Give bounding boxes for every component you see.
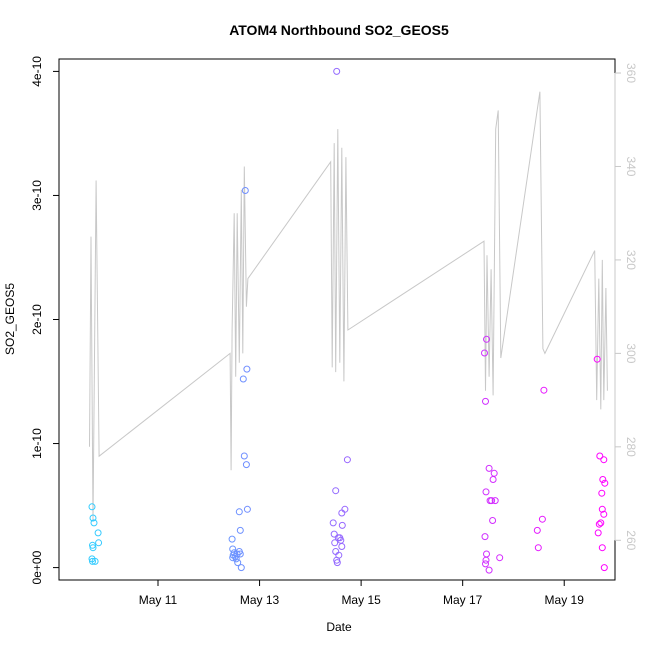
- y2-tick-label: 260: [624, 530, 638, 550]
- secondary-trace: [89, 91, 608, 522]
- x-tick-label: May 13: [240, 593, 280, 607]
- x-tick-label: May 19: [545, 593, 585, 607]
- data-point: [89, 544, 97, 552]
- data-point: [490, 469, 498, 477]
- data-point: [88, 503, 96, 511]
- data-point: [491, 497, 499, 505]
- data-point: [482, 488, 490, 496]
- data-point: [332, 487, 340, 495]
- data-point: [600, 510, 608, 518]
- data-point: [595, 520, 603, 528]
- data-point: [540, 386, 548, 394]
- data-point: [533, 526, 541, 534]
- data-point: [598, 489, 606, 497]
- y2-tick-label: 320: [624, 250, 638, 270]
- data-points: [88, 67, 609, 574]
- data-point: [597, 519, 605, 527]
- data-point: [594, 529, 602, 537]
- data-point: [243, 505, 251, 513]
- data-point: [338, 521, 346, 529]
- data-point: [331, 539, 339, 547]
- data-point: [596, 452, 604, 460]
- data-point: [481, 349, 488, 357]
- data-point: [95, 539, 103, 547]
- data-point: [91, 557, 99, 565]
- y-tick-label: 4e-10: [30, 56, 44, 87]
- y-tick-label: 1e-10: [30, 428, 44, 459]
- x-tick-label: May 15: [341, 593, 381, 607]
- y2-tick-label: 360: [624, 63, 638, 83]
- data-point: [483, 335, 490, 343]
- data-point: [333, 67, 341, 75]
- data-point: [488, 497, 496, 505]
- data-point: [482, 397, 489, 405]
- data-point: [234, 559, 242, 567]
- y2-tick-label: 300: [624, 343, 638, 363]
- y2-axis: 260 280 300 320 340 360: [614, 63, 638, 551]
- data-point: [333, 559, 341, 567]
- data-point: [236, 550, 244, 558]
- data-point: [485, 566, 493, 574]
- data-point: [481, 533, 489, 541]
- data-point: [534, 544, 542, 552]
- y2-tick-label: 340: [624, 156, 638, 176]
- plot-frame: [58, 58, 616, 581]
- data-point: [236, 526, 244, 534]
- data-point: [239, 375, 247, 383]
- y-tick-label: 2e-10: [30, 304, 44, 335]
- data-point: [538, 515, 546, 523]
- data-point: [243, 365, 251, 373]
- data-point: [598, 544, 606, 552]
- data-point: [89, 557, 96, 565]
- data-point: [330, 530, 338, 538]
- x-axis-label: Date: [326, 620, 352, 634]
- data-point: [237, 564, 245, 572]
- data-point: [600, 564, 608, 572]
- data-point: [242, 461, 250, 469]
- data-point: [489, 476, 497, 483]
- data-point: [341, 505, 349, 513]
- data-point: [482, 560, 489, 568]
- data-point: [482, 556, 490, 564]
- x-axis: May 11 May 13 May 15 May 17 May 19: [139, 579, 585, 607]
- chart-title: ATOM4 Northbound SO2_GEOS5: [229, 22, 449, 38]
- data-point: [338, 543, 346, 550]
- y2-tick-label: 280: [624, 437, 638, 457]
- data-point: [485, 464, 493, 472]
- data-point: [600, 456, 608, 464]
- data-point: [496, 554, 504, 562]
- y-tick-label: 3e-10: [30, 180, 44, 211]
- data-point: [483, 550, 490, 558]
- data-point: [489, 517, 497, 524]
- data-point: [343, 456, 351, 464]
- x-tick-label: May 11: [139, 593, 178, 607]
- y-axis: 0e+00 1e-10 2e-10 3e-10 4e-10: [30, 56, 60, 584]
- data-point: [235, 508, 243, 516]
- data-point: [593, 355, 601, 363]
- data-point: [229, 545, 237, 553]
- y-tick-label: 0e+00: [30, 550, 44, 584]
- data-point: [601, 479, 609, 487]
- data-point: [228, 535, 236, 543]
- x-tick-label: May 17: [443, 593, 483, 607]
- data-point: [329, 519, 337, 527]
- data-point: [241, 187, 249, 194]
- trace-line: [89, 91, 608, 522]
- data-point: [599, 476, 607, 483]
- data-point: [232, 555, 240, 563]
- data-point: [94, 529, 102, 537]
- y-axis-label: SO2_GEOS5: [3, 283, 17, 355]
- data-point: [90, 519, 98, 527]
- data-point: [598, 505, 606, 513]
- data-point: [240, 452, 248, 460]
- data-point: [89, 514, 97, 522]
